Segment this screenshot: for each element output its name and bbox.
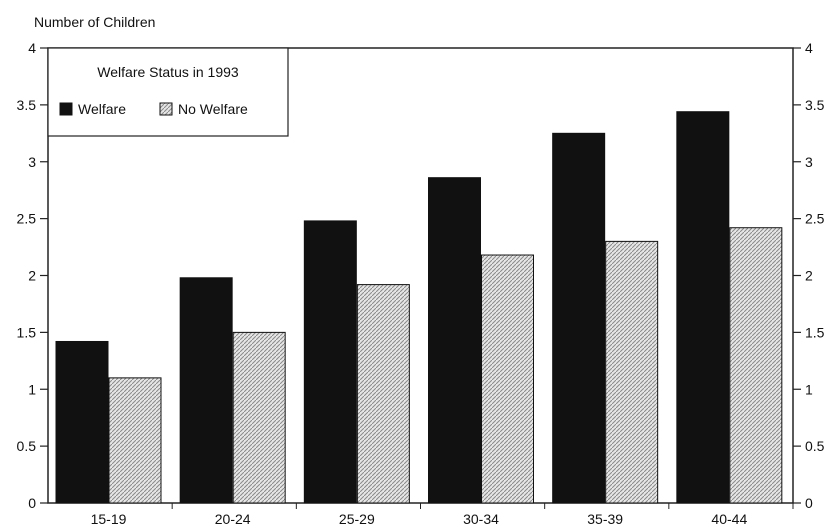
left-y-ticks: 0 0.5 1 1.5 2 2.5 3 3.5 4 xyxy=(17,40,48,511)
right-y-tick-label: 2.5 xyxy=(805,211,825,227)
left-y-tick-label: 3 xyxy=(28,154,36,170)
no-welfare-bar xyxy=(108,377,162,504)
welfare-bar xyxy=(55,340,109,504)
welfare-bar xyxy=(676,111,730,504)
right-y-ticks: 0 0.5 1 1.5 2 2.5 3 3.5 4 xyxy=(793,40,825,511)
x-tick-label: 25-29 xyxy=(339,511,375,527)
legend: Welfare Status in 1993 Welfare No Welfare xyxy=(47,47,289,137)
left-y-tick-label: 4 xyxy=(28,40,36,56)
right-y-tick-label: 0 xyxy=(805,495,813,511)
right-y-tick-label: 4 xyxy=(805,40,813,56)
right-y-tick-label: 2 xyxy=(805,268,813,284)
left-y-tick-label: 1.5 xyxy=(17,324,37,340)
left-y-tick-label: 2.5 xyxy=(17,211,37,227)
no-welfare-bar xyxy=(356,284,410,504)
legend-label-welfare: Welfare xyxy=(78,101,126,117)
x-tick-label: 15-19 xyxy=(91,511,127,527)
welfare-bar xyxy=(179,277,233,504)
left-y-tick-label: 2 xyxy=(28,268,36,284)
legend-box xyxy=(47,47,289,137)
no-welfare-bar xyxy=(729,227,783,504)
right-y-tick-label: 3 xyxy=(805,154,813,170)
legend-swatch-welfare xyxy=(59,102,73,116)
left-y-tick-label: 0.5 xyxy=(17,438,37,454)
x-tick-labels: 15-19 20-24 25-29 30-34 35-39 40-44 xyxy=(91,503,794,527)
x-tick-label: 30-34 xyxy=(463,511,499,527)
left-y-tick-label: 3.5 xyxy=(17,97,37,113)
bars-layer xyxy=(55,111,783,504)
left-y-tick-label: 0 xyxy=(28,495,36,511)
legend-swatch-no-welfare xyxy=(159,102,173,116)
no-welfare-bar xyxy=(481,254,534,504)
right-y-tick-label: 0.5 xyxy=(805,438,825,454)
legend-title: Welfare Status in 1993 xyxy=(97,64,239,80)
welfare-bar xyxy=(303,220,357,504)
legend-label-no-welfare: No Welfare xyxy=(178,101,248,117)
x-tick-label: 20-24 xyxy=(215,511,251,527)
right-y-tick-label: 1.5 xyxy=(805,324,825,340)
left-y-tick-label: 1 xyxy=(28,381,36,397)
no-welfare-bar xyxy=(232,331,286,504)
no-welfare-bar xyxy=(605,240,659,504)
y-axis-title: Number of Children xyxy=(34,14,155,30)
x-tick-label: 35-39 xyxy=(587,511,623,527)
welfare-bar xyxy=(428,177,481,504)
x-tick-label: 40-44 xyxy=(711,511,747,527)
welfare-bar xyxy=(552,132,606,504)
right-y-tick-label: 1 xyxy=(805,381,813,397)
right-y-tick-label: 3.5 xyxy=(805,97,825,113)
